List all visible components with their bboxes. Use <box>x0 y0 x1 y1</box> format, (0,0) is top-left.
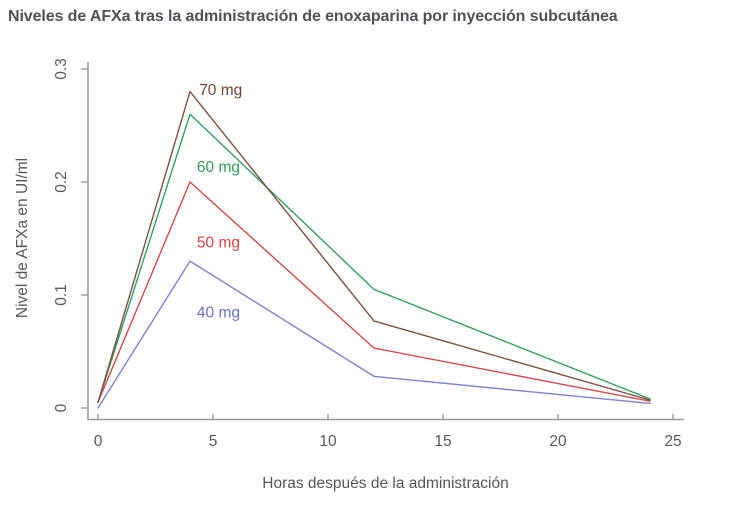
series-label-50-mg: 50 mg <box>197 235 240 252</box>
y-tick-label: 0.3 <box>53 58 70 80</box>
x-tick-label: 20 <box>549 433 567 450</box>
series-line-50-mg <box>97 181 651 404</box>
x-tick-label: 5 <box>209 433 218 450</box>
y-axis-title: Nivel de AFXa en UI/ml <box>14 158 31 318</box>
series-line-70-mg <box>97 90 651 404</box>
x-tick-label: 25 <box>664 433 681 450</box>
series-line-60-mg <box>97 113 651 404</box>
series-label-40-mg: 40 mg <box>197 305 240 322</box>
y-tick-label: 0 <box>53 403 70 412</box>
y-tick-label: 0.2 <box>53 171 70 193</box>
series-label-70-mg: 70 mg <box>199 82 242 99</box>
series-label-60-mg: 60 mg <box>197 159 240 176</box>
series-line-40-mg <box>97 260 651 409</box>
y-tick-label: 0.1 <box>53 284 70 306</box>
chart-title: Niveles de AFXa tras la administración d… <box>8 8 618 25</box>
x-tick-label: 10 <box>319 433 337 450</box>
x-tick-label: 0 <box>94 433 103 450</box>
axes-spine <box>87 62 684 421</box>
x-tick-label: 15 <box>434 433 451 450</box>
x-axis-title: Horas después de la administración <box>262 475 508 492</box>
